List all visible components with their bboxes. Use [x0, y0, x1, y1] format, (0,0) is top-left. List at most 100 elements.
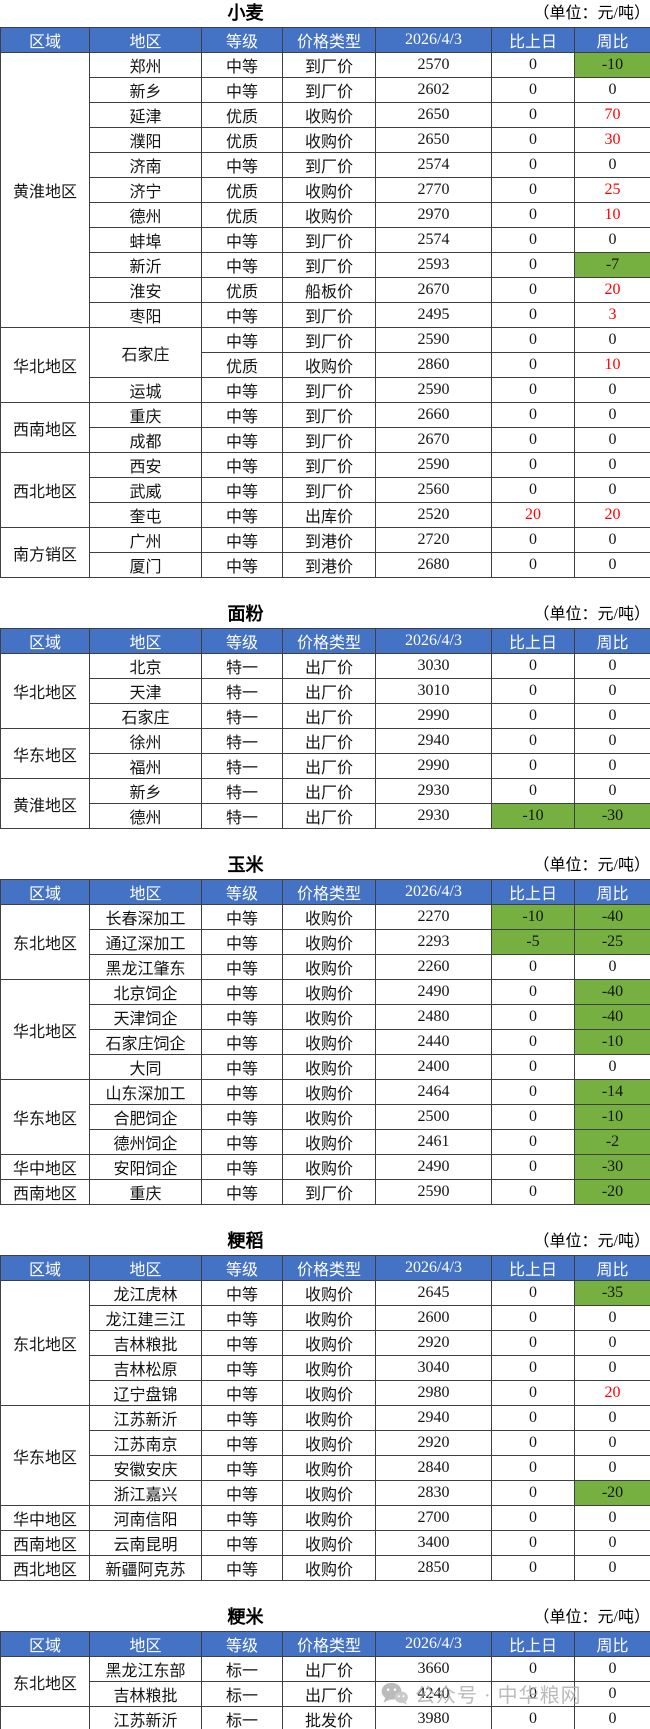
header-date: 2026/4/3	[375, 1255, 492, 1281]
cell-price-type: 到港价	[282, 552, 376, 578]
header-area: 地区	[89, 1255, 202, 1281]
cell-region: 华东地区	[0, 728, 90, 779]
cell-area: 运城	[89, 377, 202, 403]
header-week-change: 周比	[574, 1631, 650, 1657]
cell-price: 2520	[375, 502, 492, 528]
cell-price-type: 收购价	[282, 1355, 376, 1381]
header-region: 区域	[0, 1255, 90, 1281]
header-region: 区域	[0, 1631, 90, 1657]
table-gap	[0, 829, 650, 852]
cell-week-change: 0	[574, 728, 650, 754]
cell-week-change: 0	[574, 427, 650, 453]
price-table-japonica-paddy: 区域 地区 等级 价格类型 2026/4/3 比上日 周比 东北地区 龙江虎林 中等 收购价 2645…	[0, 1255, 650, 1581]
cell-region: 华北地区	[0, 653, 90, 729]
cell-day-change: 0	[491, 1280, 575, 1306]
table-row: 江苏南京 中等 收购价 2920 0 0	[1, 1430, 650, 1456]
cell-price: 2645	[375, 1280, 492, 1306]
cell-grade: 中等	[201, 327, 283, 353]
cell-price: 2660	[375, 402, 492, 428]
cell-area: 合肥饲企	[89, 1104, 202, 1130]
cell-day-change: 0	[491, 1129, 575, 1155]
cell-week-change: 0	[574, 1054, 650, 1080]
cell-grade: 中等	[201, 502, 283, 528]
cell-area: 江苏南京	[89, 1430, 202, 1456]
table-row: 西南地区 重庆 中等 到厂价 2590 0 -20	[0, 1179, 650, 1205]
cell-area: 江苏新沂	[89, 1706, 202, 1729]
cell-day-change: 0	[491, 954, 575, 980]
table-row: 福州 特一 出厂价 2990 0 0	[1, 753, 650, 779]
cell-week-change: -10	[574, 52, 650, 78]
cell-grade: 中等	[201, 452, 283, 478]
cell-day-change: 0	[491, 252, 575, 278]
cell-grade: 中等	[201, 402, 283, 428]
cell-day-change: 0	[491, 527, 575, 553]
table-row: 大同 中等 收购价 2400 0 0	[1, 1054, 650, 1080]
header-price-type: 价格类型	[282, 1255, 376, 1281]
cell-area: 石家庄	[89, 703, 202, 729]
cell-week-change: 0	[574, 1405, 650, 1431]
table-row: 华东地区 山东深加工 中等 收购价 2464 0 -14	[0, 1079, 650, 1155]
table-title-wheat: 小麦	[227, 3, 264, 23]
cell-week-change: 25	[574, 177, 650, 203]
cell-grade: 中等	[201, 1330, 283, 1356]
cell-day-change: 0	[491, 427, 575, 453]
cell-region: 黄淮地区	[0, 52, 90, 328]
table-row: 黄淮地区 郑州 中等 到厂价 2570 0 -10	[0, 52, 650, 328]
cell-price-type: 收购价	[282, 1330, 376, 1356]
cell-week-change: -30	[574, 1154, 650, 1180]
header-week-change: 周比	[574, 27, 650, 53]
cell-grade: 中等	[201, 1505, 283, 1531]
cell-week-change: -40	[574, 1004, 650, 1030]
cell-day-change: 0	[491, 1455, 575, 1481]
cell-area: 德州饲企	[89, 1129, 202, 1155]
cell-day-change: 0	[491, 77, 575, 103]
cell-region: 华中地区	[0, 1505, 90, 1531]
cell-week-change: 0	[574, 77, 650, 103]
cell-price-type: 收购价	[282, 1455, 376, 1481]
cell-region: 西南地区	[0, 1179, 90, 1205]
cell-day-change: 0	[491, 177, 575, 203]
table-row: 天津 特一 出厂价 3010 0 0	[1, 678, 650, 704]
cell-day-change: 0	[491, 127, 575, 153]
cell-price-type: 批发价	[282, 1706, 376, 1729]
cell-grade: 中等	[201, 1430, 283, 1456]
cell-day-change: 0	[491, 152, 575, 178]
cell-region: 东北地区	[0, 1656, 90, 1707]
cell-area: 新乡	[89, 778, 202, 804]
cell-price: 2560	[375, 477, 492, 503]
table-row: 华东地区 江苏新沂 中等 收购价 2940 0 0	[0, 1405, 650, 1506]
cell-area: 郑州	[89, 52, 202, 78]
cell-area: 蚌埠	[89, 227, 202, 253]
header-row: 区域 地区 等级 价格类型 2026/4/3 比上日 周比	[0, 1631, 650, 1657]
cell-area: 济宁	[89, 177, 202, 203]
cell-area: 云南昆明	[89, 1530, 202, 1556]
unit-label: （单位：元/吨）	[533, 857, 650, 874]
cell-price: 2680	[375, 552, 492, 578]
cell-grade: 特一	[201, 803, 283, 829]
unit-label: （单位：元/吨）	[533, 1609, 650, 1626]
header-day-change: 比上日	[491, 1255, 575, 1281]
cell-price: 3040	[375, 1355, 492, 1381]
table-row: 华北地区 石家庄 中等 到厂价 2590 0 0	[0, 327, 650, 403]
cell-price-type: 收购价	[282, 202, 376, 228]
cell-grade: 中等	[201, 1480, 283, 1506]
cell-region: 西南地区	[0, 1530, 90, 1556]
cell-area: 大同	[89, 1054, 202, 1080]
cell-area: 徐州	[89, 728, 202, 754]
unit-label: （单位：元/吨）	[533, 1233, 650, 1250]
table-block-flour: 面粉 （单位：元/吨） 区域 地区 等级 价格类型 2026/4/3 比上日 周比 华北地区 北京特…	[0, 601, 650, 829]
cell-area: 济南	[89, 152, 202, 178]
cell-grade: 中等	[201, 52, 283, 78]
table-row: 华东地区 徐州 特一 出厂价 2940 0 0	[0, 728, 650, 779]
cell-price: 2930	[375, 803, 492, 829]
cell-day-change: -5	[491, 929, 575, 955]
table-row: 黑龙江肇东 中等 收购价 2260 0 0	[1, 954, 650, 980]
cell-day-change: -10	[491, 803, 575, 829]
cell-region: 华东地区	[0, 1405, 90, 1506]
cell-price: 2590	[375, 377, 492, 403]
table-title-flour: 面粉	[227, 604, 264, 624]
cell-grade: 特一	[201, 678, 283, 704]
header-date: 2026/4/3	[375, 879, 492, 905]
cell-week-change: -40	[574, 979, 650, 1005]
cell-area: 黑龙江肇东	[89, 954, 202, 980]
